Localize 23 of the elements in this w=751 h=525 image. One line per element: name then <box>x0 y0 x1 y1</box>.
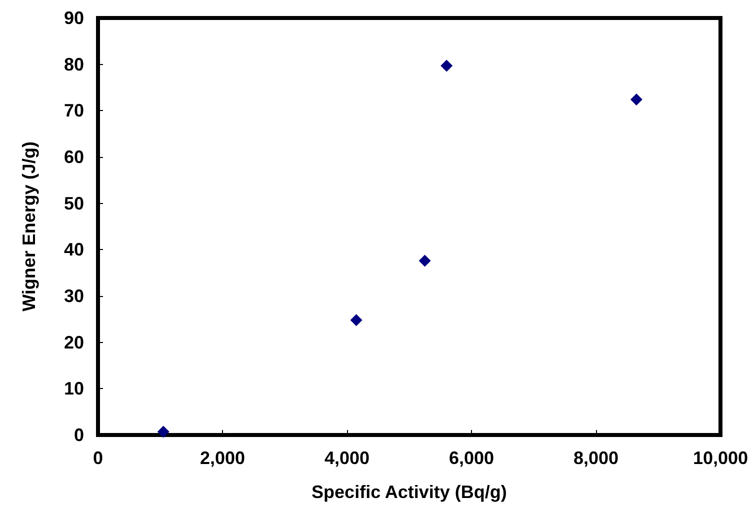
x-tick-label: 8,000 <box>573 448 618 468</box>
x-tick-label: 6,000 <box>448 448 494 468</box>
y-tick-label: 50 <box>64 193 84 214</box>
y-tick-label: 70 <box>64 100 84 121</box>
y-tick-label: 60 <box>64 147 84 167</box>
y-axis-title: Wigner Energy (J/g) <box>19 142 39 312</box>
x-tick-label: 2,000 <box>200 448 246 468</box>
y-tick-label: 10 <box>64 378 84 399</box>
x-tick-label: 4,000 <box>324 448 370 468</box>
x-axis-title: Specific Activity (Bq/g) <box>312 482 507 502</box>
y-tick-label: 20 <box>64 332 84 352</box>
point <box>630 94 642 106</box>
point <box>440 60 453 72</box>
y-tick-label: 40 <box>64 240 84 260</box>
point <box>157 426 170 438</box>
y-tick-label: 0 <box>74 425 84 445</box>
point <box>350 314 362 326</box>
y-tick-label: 30 <box>64 286 84 306</box>
y-tick-label: 90 <box>64 8 84 28</box>
point <box>418 254 431 267</box>
x-tick-label: 0 <box>92 448 104 468</box>
x-tick-label: 10,000 <box>692 448 748 468</box>
y-tick-label: 80 <box>64 54 84 74</box>
